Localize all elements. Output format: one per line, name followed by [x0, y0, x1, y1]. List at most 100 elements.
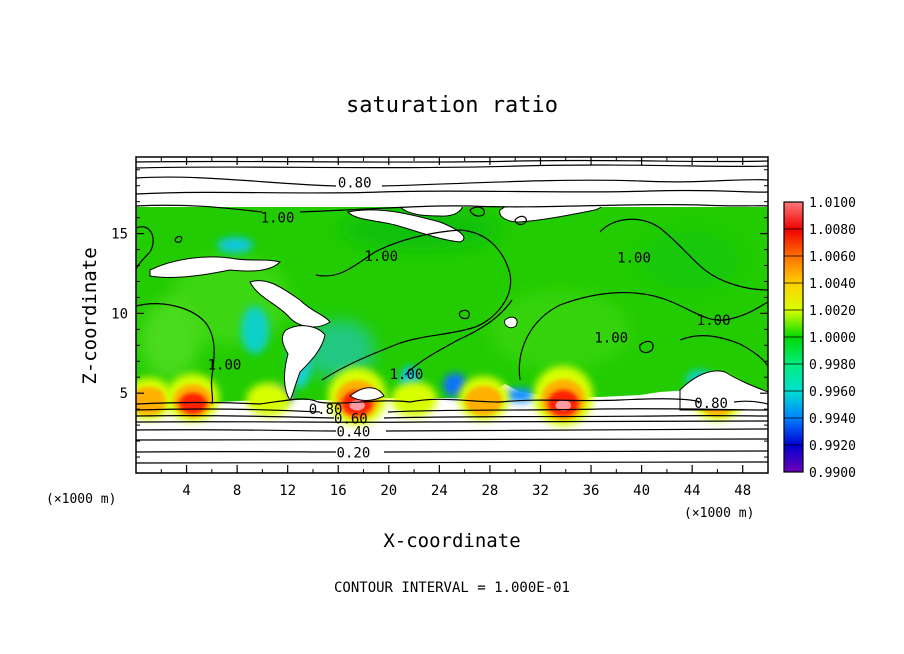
contour-label-9: 0.80: [309, 402, 343, 418]
contour-label-12: 0.20: [337, 445, 371, 461]
contour-top-1: [136, 159, 768, 163]
contour-label-7: 1.00: [208, 357, 242, 373]
y-tick-label-15: 15: [111, 227, 128, 243]
colorbar-label-1.0040: 1.0040: [809, 277, 856, 292]
contour-top-4: [136, 189, 768, 195]
contour-0-70: [136, 408, 768, 413]
contour-label-text: 1.00: [261, 211, 295, 227]
contour-label-text: 1.00: [697, 313, 731, 329]
x-tick-label-24: 24: [431, 483, 448, 499]
contour-top-3: [136, 176, 768, 187]
colorbar-segment-2: [784, 229, 803, 257]
colorbar-segment-4: [784, 283, 803, 311]
subsat-zone-1: [241, 306, 269, 354]
contour-label-4: 1.00: [617, 251, 651, 267]
contour-label-13: 0.80: [694, 396, 728, 412]
dry-patch-8: [349, 387, 385, 401]
y-tick-label-10: 10: [111, 306, 128, 322]
colorbar-segment-1: [784, 202, 803, 230]
contour-0-20: [136, 450, 768, 453]
upper-dry-layer: [136, 157, 768, 207]
unsaturated-patches: [149, 194, 768, 411]
contour-label-text: 1.00: [390, 367, 424, 383]
cloud-base-warm: [464, 385, 503, 416]
x-tick-label-48: 48: [734, 483, 751, 499]
contour-top-2: [136, 164, 768, 169]
contour-label-text: 0.20: [337, 445, 371, 461]
x-axis: 4 8 12 16 20 24 28 32 36 40 44 48: [160, 157, 751, 499]
cloud-base-5: [391, 381, 438, 418]
plot-frame: [135, 156, 769, 474]
cloud-base-halo: [246, 382, 292, 417]
contour-label-text: 0.80: [309, 402, 343, 418]
cloud-base-3: [246, 382, 292, 417]
contour-label-text: 1.00: [208, 357, 242, 373]
x-axis-title: X-coordinate: [383, 530, 520, 552]
x-tick-label-44: 44: [684, 483, 701, 499]
dry-patch-3: [281, 325, 326, 401]
contour-1-00-east: [599, 218, 768, 291]
contour-labels: 0.801.001.00 1.001.001.001.001.000.800.60…: [208, 176, 731, 462]
cloud-base-warm: [136, 386, 167, 416]
contour-label-text: 1.00: [617, 251, 651, 267]
contour-label-11: 0.40: [337, 425, 371, 441]
contour-label-5: 1.00: [594, 330, 628, 346]
contour-1-00-west-lower: [136, 303, 215, 405]
contour-label-1: 0.80: [338, 176, 372, 192]
contour-label-6: 1.00: [697, 313, 731, 329]
contour-label-10: 0.60: [334, 412, 368, 428]
contour-0-40: [136, 428, 768, 432]
z-unit-label: (×1000 m): [46, 492, 116, 507]
subsat-zone-7: [217, 237, 253, 253]
plot-area: 0.801.001.00 1.001.001.001.001.000.800.60…: [136, 157, 768, 473]
colorbar-segment-5: [784, 310, 803, 338]
colorbar-label-0.9920: 0.9920: [809, 439, 856, 454]
x-tick-label-36: 36: [583, 483, 600, 499]
colorbar-label-1.0060: 1.0060: [809, 250, 856, 265]
field-tone-5: [140, 300, 200, 380]
contour-interval-note: CONTOUR INTERVAL = 1.000E-01: [334, 580, 570, 596]
y-axis-title: Z-coordinate: [79, 247, 101, 384]
colorbar-segment-7: [784, 364, 803, 392]
contour-top-5: [136, 203, 768, 213]
colorbar-label-1.0080: 1.0080: [809, 223, 856, 238]
colorbar-label-1.0000: 1.0000: [809, 331, 856, 346]
cloud-base-peak: [555, 400, 572, 411]
x-tick-label-4: 4: [182, 483, 190, 499]
contour-label-text: 0.40: [337, 425, 371, 441]
colorbar-label-0.9900: 0.9900: [809, 466, 856, 481]
colorbar-label-0.9980: 0.9980: [809, 358, 856, 373]
dry-patch-2: [249, 280, 331, 328]
contour-0-80-lower: [136, 398, 768, 405]
contour-1-00-central: [315, 229, 512, 381]
dry-patch-1: [149, 256, 281, 278]
x-tick-label-20: 20: [380, 483, 397, 499]
contour-0-50: [136, 420, 768, 423]
contour-0-60: [136, 414, 768, 419]
contour-small-1: [469, 206, 485, 217]
y-axis: 5 10 15: [111, 169, 768, 458]
x-tick-label-16: 16: [330, 483, 347, 499]
dry-patch-9: [504, 316, 518, 329]
colorbar-label-0.9960: 0.9960: [809, 385, 856, 400]
field-tone-4: [640, 230, 740, 290]
contour-label-2: 1.00: [261, 211, 295, 227]
subsat-zone-5: [504, 388, 536, 402]
contour-label-text: 0.60: [334, 412, 368, 428]
contour-lines: [136, 159, 768, 464]
contour-label-text: 0.80: [338, 176, 372, 192]
cloud-base-hotspots: [136, 365, 743, 426]
contour-1-00-east-inner: [679, 335, 768, 367]
x-unit-label: (×1000 m): [684, 506, 754, 521]
contour-label-3: 1.00: [364, 249, 398, 265]
x-tick-label-28: 28: [481, 483, 498, 499]
colorbar-segment-9: [784, 418, 803, 446]
contour-0-10: [136, 461, 768, 464]
contour-1-00-east-lower: [518, 291, 768, 381]
cloud-base-core: [179, 392, 207, 414]
colorbar-label-1.0100: 1.0100: [809, 196, 856, 211]
contour-small-3: [174, 235, 183, 243]
contour-0-30: [136, 438, 768, 441]
contour-label-text: 1.00: [364, 249, 398, 265]
